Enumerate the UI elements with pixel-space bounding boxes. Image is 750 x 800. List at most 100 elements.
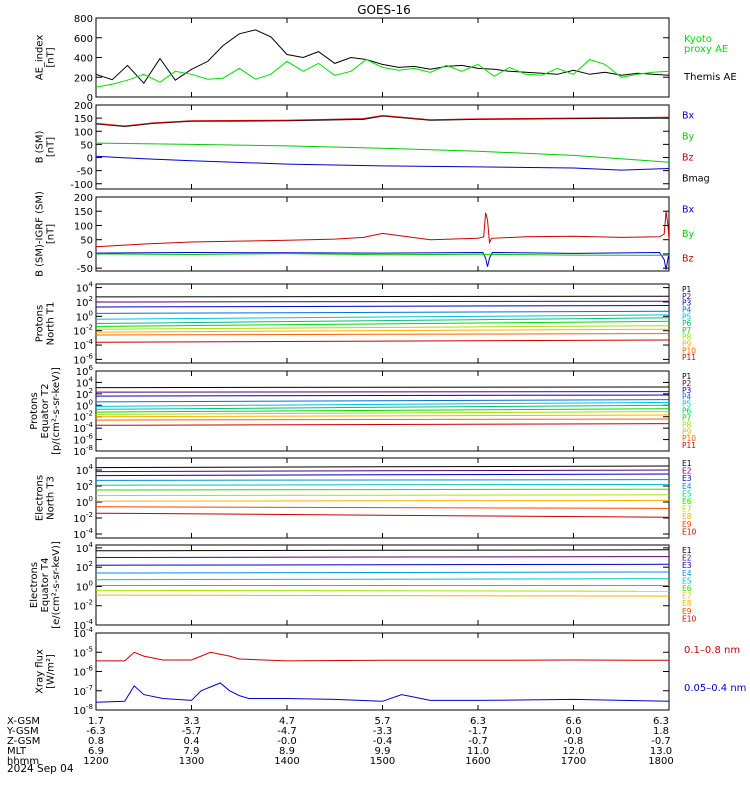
panel-bigrf: -50 0 50 100 150 200 B (SM)-IGRF (SM) [nT] Bx By B… <box>35 191 695 277</box>
y-tick-label: 10-6 <box>73 665 93 679</box>
series-p3 <box>96 394 669 397</box>
y-tick-label: 150 <box>74 114 93 125</box>
footer-value: 9.9 <box>375 746 391 757</box>
legend-item: E5 <box>682 576 692 585</box>
legend-item: E4 <box>682 482 692 491</box>
series-e4 <box>96 571 669 574</box>
footer-value: 6.3 <box>653 716 669 727</box>
footer-value: -0.4 <box>373 736 393 747</box>
series-group <box>96 651 669 703</box>
series-group <box>96 386 669 426</box>
legend-item: By <box>682 132 695 143</box>
footer-value: 1500 <box>370 756 395 767</box>
legend-item: 0.1–0.8 nm <box>684 645 740 656</box>
legend-item: Bz <box>682 153 694 164</box>
legend-item: E10 <box>682 527 697 536</box>
legend-item: P2 <box>682 379 692 388</box>
legend-item: P1 <box>682 372 692 381</box>
series-e3 <box>96 473 669 477</box>
y-axis-label: B (SM)-IGRF (SM) <box>35 191 46 277</box>
legend-item: E9 <box>682 520 692 529</box>
y-axis-label: [nT] <box>46 137 57 157</box>
y-axis-label: North T3 <box>46 476 57 520</box>
footer-value: 7.9 <box>184 746 200 757</box>
footer-value: 0.8 <box>88 736 104 747</box>
footer-value: -0.0 <box>277 736 297 747</box>
series-e7 <box>96 494 669 497</box>
y-tick-label: 400 <box>74 54 93 65</box>
legend-item: P6 <box>682 319 692 328</box>
y-axis-label: AE_index <box>35 35 46 81</box>
legend-item: E9 <box>682 607 692 616</box>
legend-item: P7 <box>682 326 692 335</box>
series-p11 <box>96 339 669 343</box>
legend-item: E6 <box>682 497 692 506</box>
y-axis-label: Electrons <box>29 562 40 608</box>
y-tick-label: 100 <box>76 309 93 323</box>
series-p4 <box>96 310 669 314</box>
legend-item: Bx <box>682 204 695 215</box>
series-e8 <box>96 594 669 597</box>
legend-item: E6 <box>682 584 692 593</box>
footer-value: -3.3 <box>373 726 393 737</box>
legend-item: E3 <box>682 561 692 570</box>
legend-item: Bx <box>682 111 695 122</box>
legend-item: E7 <box>682 592 692 601</box>
legend-item: P5 <box>682 312 692 321</box>
footer-value: -0.8 <box>564 736 584 747</box>
series-bx <box>96 251 669 270</box>
footer-value: 6.3 <box>470 716 486 727</box>
legend-item: E8 <box>682 512 692 521</box>
plot-title: GOES-16 <box>357 3 411 17</box>
series-e3 <box>96 563 669 566</box>
footer-value: 1.7 <box>88 716 104 727</box>
y-axis-label: North T1 <box>46 302 57 346</box>
footer-value: -5.7 <box>182 726 202 737</box>
y-tick-label: 200 <box>74 73 93 84</box>
legend-item: Bz <box>682 254 694 265</box>
y-axis-label: [p/(cm²-s-sr-keV)] <box>51 367 62 455</box>
footer-value: 13.0 <box>650 746 672 757</box>
series-p10 <box>96 418 669 421</box>
footer-value: -4.7 <box>277 726 297 737</box>
y-axis-label: Equator T2 <box>40 384 51 439</box>
series-p8 <box>96 325 669 330</box>
series-e10 <box>96 512 669 518</box>
y-tick-label: 10-2 <box>73 324 93 338</box>
y-tick-label: 200 <box>74 101 93 112</box>
y-axis-label: [nT] <box>46 224 57 244</box>
legend-item: P4 <box>682 305 692 314</box>
footer-value: 11.0 <box>467 746 489 757</box>
series-kyoto-proxy-ae <box>96 58 669 88</box>
series-e2 <box>96 556 669 558</box>
y-tick-label: -100 <box>70 180 93 191</box>
legend-item: P4 <box>682 393 692 402</box>
series-e5 <box>96 578 669 581</box>
footer-value: -0.7 <box>651 736 671 747</box>
series-p7 <box>96 408 669 413</box>
y-tick-label: 150 <box>74 207 93 218</box>
series-p10 <box>96 333 669 336</box>
legend-item: P6 <box>682 407 692 416</box>
y-tick-label: 50 <box>80 140 93 151</box>
y-tick-label: 100 <box>74 221 93 232</box>
y-axis-label: [W/m²] <box>46 654 57 689</box>
y-tick-label: 104 <box>76 541 94 555</box>
y-axis-label: Electrons <box>35 475 46 521</box>
series-p5 <box>96 314 669 320</box>
legend-item: 0.05–0.4 nm <box>684 683 746 694</box>
series-0-05-0-4-nm <box>96 682 669 703</box>
series-bx <box>96 155 669 171</box>
legend-item: E10 <box>682 614 697 623</box>
footer-value: 1700 <box>561 756 586 767</box>
series-by <box>96 253 669 256</box>
legend-item: P3 <box>682 299 692 308</box>
legend-item: proxy AE <box>684 44 728 55</box>
legend-item: By <box>682 229 695 240</box>
footer-value: 1800 <box>648 756 673 767</box>
series-p6 <box>96 404 669 410</box>
series-e5 <box>96 483 669 486</box>
